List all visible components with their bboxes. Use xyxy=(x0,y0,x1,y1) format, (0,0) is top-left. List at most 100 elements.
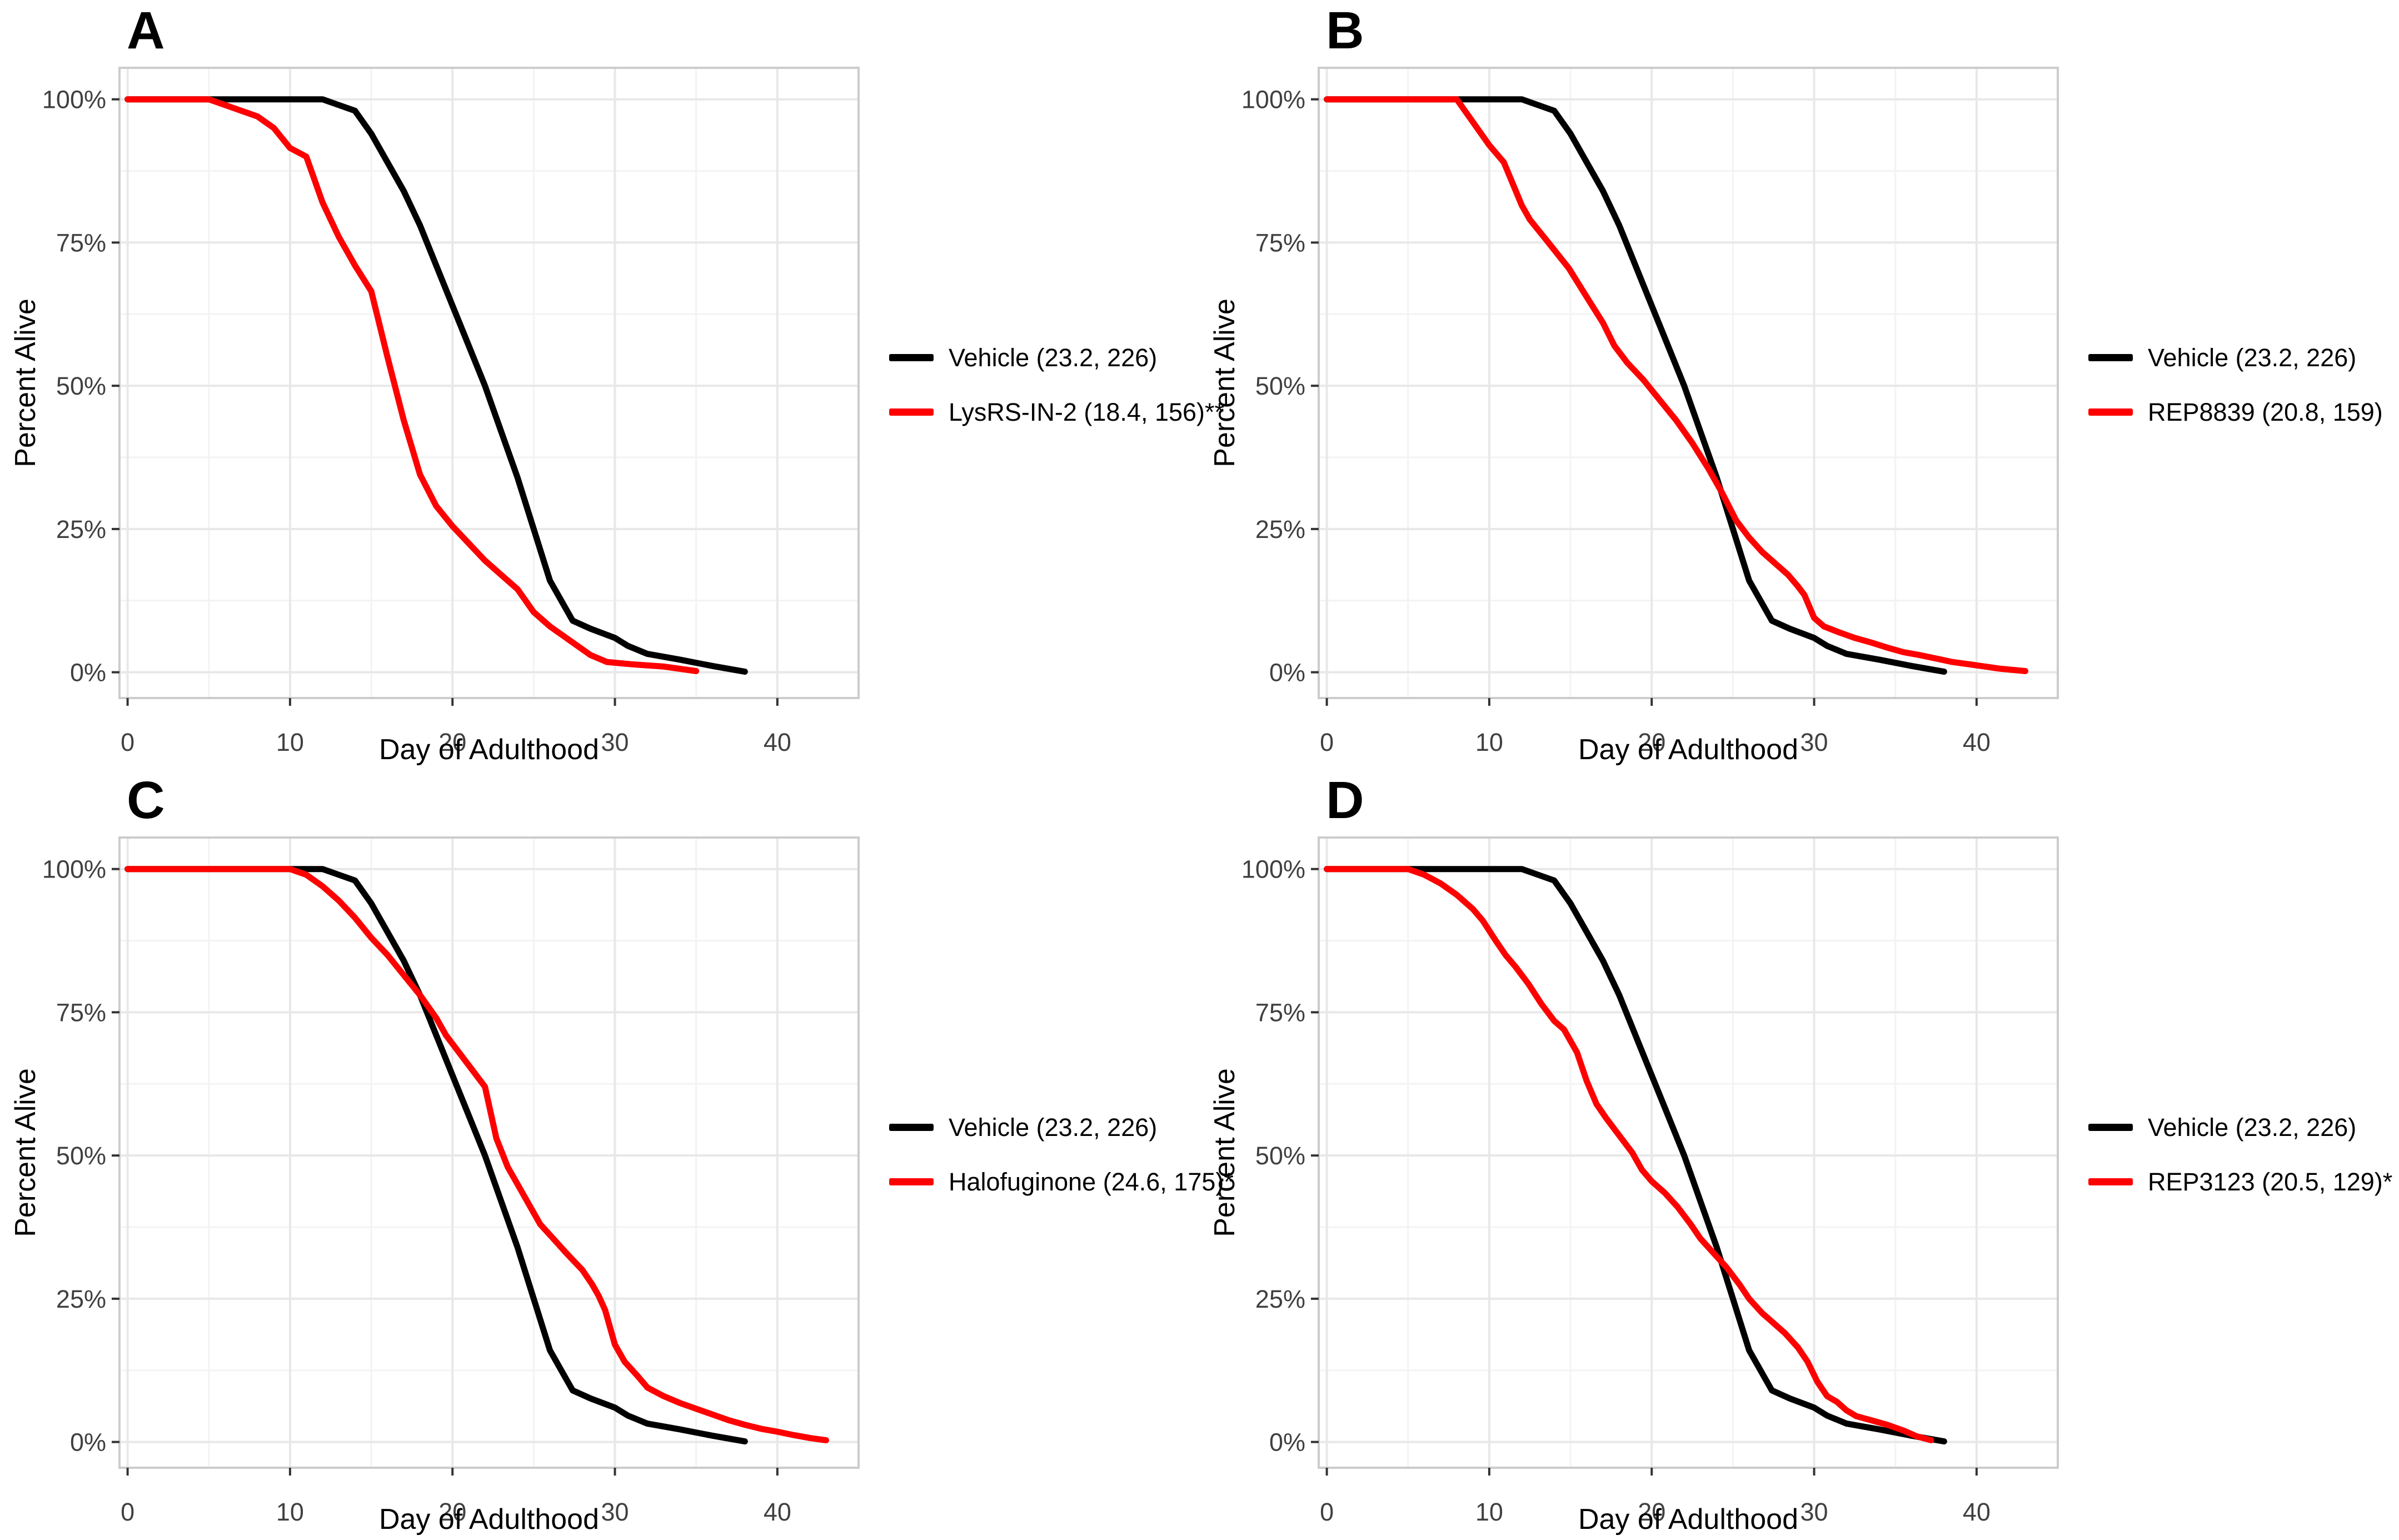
vehicle-line-swatch xyxy=(2088,1124,2133,1131)
panel-d-y-axis-title: Percent Alive xyxy=(1209,1068,1241,1237)
x-tick-label: 30 xyxy=(1801,1498,1828,1526)
panel-c-y-axis-title: Percent Alive xyxy=(9,1068,42,1237)
y-tick-label: 50% xyxy=(56,372,106,400)
legend-entry-treatment: LysRS-IN-2 (18.4, 156)** xyxy=(889,398,1224,427)
x-tick-label: 0 xyxy=(1320,1498,1334,1526)
survival-curve xyxy=(124,96,748,675)
survival-curve xyxy=(1324,96,2028,674)
legend-label: LysRS-IN-2 (18.4, 156)** xyxy=(949,397,1225,426)
panel-d-letter: D xyxy=(1326,771,1364,830)
legend-label: Vehicle (23.2, 226) xyxy=(949,343,1158,372)
panel-b-y-axis-title: Percent Alive xyxy=(1209,298,1241,467)
x-tick-label: 20 xyxy=(438,728,466,756)
legend-entry-treatment: Halofuginone (24.6, 175)* xyxy=(889,1168,1234,1197)
y-tick-label: 100% xyxy=(42,86,106,114)
vehicle-line-swatch xyxy=(889,1124,934,1131)
legend-entry-vehicle: Vehicle (23.2, 226) xyxy=(889,1113,1198,1142)
y-tick-label: 25% xyxy=(1255,1285,1305,1313)
legend-entry-vehicle: Vehicle (23.2, 226) xyxy=(2088,343,2397,372)
y-tick-label: 0% xyxy=(1269,1428,1305,1457)
y-tick-label: 50% xyxy=(1255,372,1305,400)
x-tick-label: 0 xyxy=(1320,728,1334,756)
panel-a-x-axis-title: Day of Adulthood xyxy=(378,734,600,766)
y-tick-label: 25% xyxy=(56,515,106,544)
x-tick-label: 20 xyxy=(1638,1498,1665,1526)
x-tick-label: 10 xyxy=(1475,728,1503,756)
legend-entry-treatment: REP3123 (20.5, 129)* xyxy=(2088,1168,2397,1197)
x-tick-label: 10 xyxy=(1475,1498,1503,1526)
y-tick-label: 50% xyxy=(1255,1142,1305,1170)
survival-curve xyxy=(124,96,700,674)
y-tick-label: 75% xyxy=(56,228,106,257)
treatment-line-swatch xyxy=(889,1178,934,1185)
panel-c-letter: C xyxy=(127,771,165,830)
x-tick-label: 10 xyxy=(276,728,304,756)
y-tick-label: 100% xyxy=(1241,855,1305,884)
legend-label: REP8839 (20.8, 159) xyxy=(2148,397,2383,426)
panel-b-chart: B 0 10 20 30 40 0% 25% 50% 75% 100% Percent Alive… xyxy=(1199,0,2066,770)
panel-a-chart: A 0 10 20 30 40 0% 25% 50% 75% 100% Percent Alive… xyxy=(0,0,867,770)
panel-d-x-axis-title: Day of Adulthood xyxy=(1578,1503,1799,1536)
y-tick-label: 0% xyxy=(1269,659,1305,687)
panel-c-legend: Vehicle (23.2, 226) Halofuginone (24.6, … xyxy=(889,770,1234,1539)
x-tick-label: 40 xyxy=(1963,728,1991,756)
x-tick-label: 40 xyxy=(1963,1498,1991,1526)
survival-curve xyxy=(1324,866,1947,1445)
x-tick-label: 40 xyxy=(764,1498,791,1526)
survival-curve xyxy=(124,866,748,1445)
legend-label: Halofuginone (24.6, 175)* xyxy=(949,1167,1234,1196)
panel-b-letter: B xyxy=(1326,1,1364,60)
vehicle-line-swatch xyxy=(2088,354,2133,361)
panel-b: B 0 10 20 30 40 0% 25% 50% 75% 100% Percent Alive… xyxy=(1199,0,2399,770)
y-tick-label: 100% xyxy=(42,855,106,884)
panel-b-plot: 0 10 20 30 40 0% 25% 50% 75% 100% xyxy=(1241,67,2059,756)
y-tick-label: 0% xyxy=(70,1428,106,1457)
legend-label: Vehicle (23.2, 226) xyxy=(2148,1113,2357,1142)
panel-a-letter: A xyxy=(127,1,165,60)
panel-d-plot: 0 10 20 30 40 0% 25% 50% 75% 100% xyxy=(1241,836,2059,1526)
y-tick-label: 0% xyxy=(70,659,106,687)
y-tick-label: 75% xyxy=(1255,228,1305,257)
y-tick-label: 75% xyxy=(56,998,106,1026)
legend-label: REP3123 (20.5, 129)* xyxy=(2148,1167,2393,1196)
survival-curve xyxy=(124,866,829,1443)
panel-a: A 0 10 20 30 40 0% 25% 50% 75% 100% Percent Alive… xyxy=(0,0,1224,770)
y-tick-label: 25% xyxy=(1255,515,1305,544)
x-tick-label: 40 xyxy=(764,728,791,756)
panel-b-x-axis-title: Day of Adulthood xyxy=(1578,734,1799,766)
panel-a-legend: Vehicle (23.2, 226) LysRS-IN-2 (18.4, 15… xyxy=(889,0,1224,770)
panel-c-plot: 0 10 20 30 40 0% 25% 50% 75% 100% xyxy=(42,836,860,1526)
legend-entry-vehicle: Vehicle (23.2, 226) xyxy=(2088,1113,2397,1142)
legend-entry-vehicle: Vehicle (23.2, 226) xyxy=(889,343,1198,372)
vehicle-line-swatch xyxy=(889,354,934,361)
treatment-line-swatch xyxy=(889,408,934,416)
panel-c-chart: C 0 10 20 30 40 0% 25% 50% 75% 100% Percent Alive… xyxy=(0,770,867,1539)
x-tick-label: 30 xyxy=(1801,728,1828,756)
legend-label: Vehicle (23.2, 226) xyxy=(2148,343,2357,372)
x-tick-label: 30 xyxy=(601,1498,629,1526)
panel-d-legend: Vehicle (23.2, 226) REP3123 (20.5, 129)* xyxy=(2088,770,2397,1539)
panel-a-plot: 0 10 20 30 40 0% 25% 50% 75% 100% xyxy=(42,67,860,756)
y-tick-label: 25% xyxy=(56,1285,106,1313)
x-tick-label: 0 xyxy=(121,1498,134,1526)
x-tick-label: 10 xyxy=(276,1498,304,1526)
x-tick-label: 20 xyxy=(1638,728,1665,756)
panel-d: D 0 10 20 30 40 0% 25% 50% 75% 100% Percent Alive… xyxy=(1199,770,2399,1540)
legend-label: Vehicle (23.2, 226) xyxy=(949,1113,1158,1142)
x-tick-label: 0 xyxy=(121,728,134,756)
panel-c-x-axis-title: Day of Adulthood xyxy=(378,1503,600,1536)
survival-curve xyxy=(1324,96,1947,675)
panel-c: C 0 10 20 30 40 0% 25% 50% 75% 100% Percent Alive… xyxy=(0,770,1234,1540)
y-tick-label: 50% xyxy=(56,1142,106,1170)
survival-curve xyxy=(1324,866,1934,1443)
x-tick-label: 20 xyxy=(438,1498,466,1526)
panel-d-chart: D 0 10 20 30 40 0% 25% 50% 75% 100% Percent Alive… xyxy=(1199,770,2066,1539)
panel-b-legend: Vehicle (23.2, 226) REP8839 (20.8, 159) xyxy=(2088,0,2397,770)
legend-entry-treatment: REP8839 (20.8, 159) xyxy=(2088,398,2397,427)
y-tick-label: 75% xyxy=(1255,998,1305,1026)
x-tick-label: 30 xyxy=(601,728,629,756)
treatment-line-swatch xyxy=(2088,408,2133,416)
treatment-line-swatch xyxy=(2088,1178,2133,1185)
y-tick-label: 100% xyxy=(1241,86,1305,114)
